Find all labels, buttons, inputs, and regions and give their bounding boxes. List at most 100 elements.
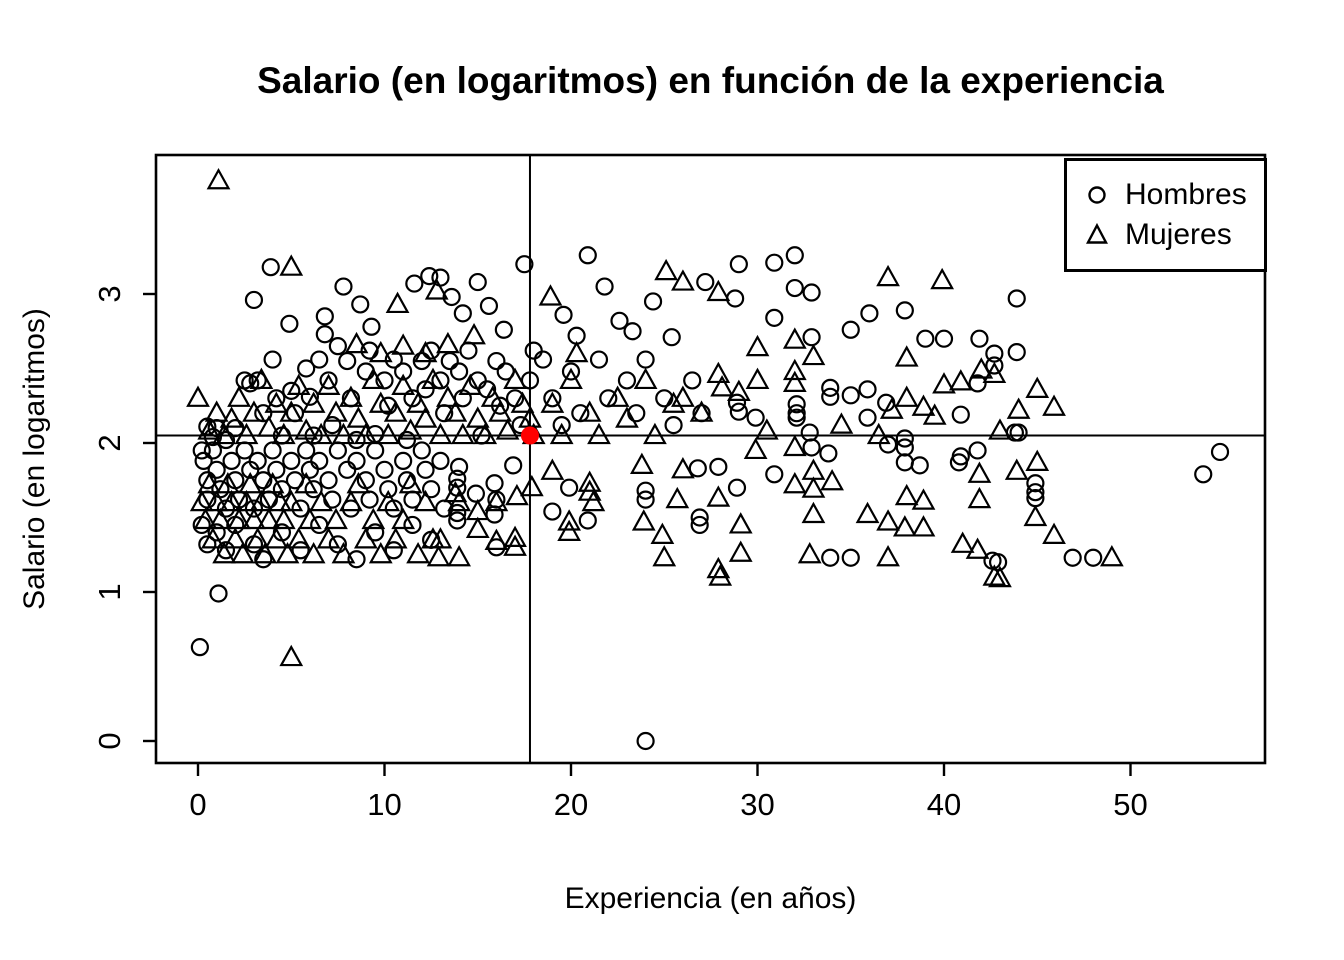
data-point-hombres [338, 460, 357, 479]
data-point-mujeres [631, 509, 656, 531]
data-point-hombres [366, 441, 385, 460]
data-point-hombres [323, 490, 342, 509]
data-point-mujeres [406, 391, 430, 413]
data-point-mujeres [298, 507, 322, 530]
data-point-hombres [985, 344, 1004, 363]
data-point-hombres [216, 541, 236, 560]
data-point-mujeres [346, 406, 371, 428]
data-point-mujeres [557, 519, 582, 542]
data-point-mujeres [1025, 449, 1050, 471]
data-point-hombres [895, 438, 914, 457]
data-point-mujeres [754, 418, 779, 440]
data-point-hombres [841, 320, 860, 339]
data-point-mujeres [465, 406, 490, 428]
data-point-hombres [448, 511, 467, 530]
data-point-mujeres [1099, 544, 1124, 567]
data-point-mujeres [383, 527, 408, 549]
data-point-mujeres [376, 422, 401, 445]
data-point-mujeres [436, 331, 460, 354]
data-point-hombres [578, 511, 597, 530]
data-point-mujeres [264, 527, 289, 549]
data-point-hombres [431, 451, 450, 470]
data-point-hombres [554, 305, 573, 324]
legend-item-hombres: Hombres [1083, 178, 1264, 212]
data-point-mujeres [495, 418, 520, 440]
data-point-mujeres [339, 385, 363, 407]
data-point-hombres [261, 258, 280, 277]
data-point-hombres [895, 453, 914, 472]
data-point-hombres [209, 584, 228, 603]
data-point-hombres [310, 350, 329, 369]
data-point-hombres [347, 451, 366, 470]
legend-item-mujeres: Mujeres [1083, 218, 1264, 252]
data-point-hombres [985, 356, 1004, 375]
data-point-hombres [328, 441, 347, 460]
data-point-hombres [315, 325, 334, 344]
data-point-hombres [207, 460, 226, 479]
data-point-hombres [709, 457, 728, 476]
data-point-mujeres [462, 322, 486, 345]
data-point-mujeres [301, 391, 326, 413]
data-point-mujeres [950, 531, 975, 553]
data-point-hombres [765, 308, 784, 327]
data-point-hombres [636, 350, 655, 369]
data-point-mujeres [967, 486, 992, 509]
data-point-mujeres [413, 489, 438, 512]
data-point-mujeres [238, 471, 263, 494]
x-tick-label: 20 [554, 787, 588, 822]
data-point-mujeres [894, 385, 919, 407]
x-tick-label: 50 [1113, 787, 1147, 822]
data-point-mujeres [279, 489, 304, 512]
data-point-hombres [379, 480, 398, 499]
data-point-hombres [543, 389, 562, 408]
data-point-mujeres [510, 391, 535, 413]
data-point-mujeres [615, 406, 639, 428]
data-point-hombres [727, 393, 747, 412]
data-point-hombres [841, 548, 860, 567]
data-point-hombres [263, 350, 282, 369]
data-point-mujeres [706, 485, 731, 507]
data-point-hombres [468, 272, 487, 292]
data-point-hombres [310, 451, 329, 470]
data-point-hombres [254, 471, 273, 490]
data-point-mujeres [204, 400, 229, 422]
data-point-mujeres [564, 340, 589, 363]
data-point-mujeres [782, 370, 807, 392]
data-point-mujeres [208, 507, 233, 530]
data-point-mujeres [339, 489, 363, 512]
data-point-mujeres [391, 373, 416, 395]
data-point-hombres [916, 329, 935, 348]
data-point-mujeres [197, 418, 222, 440]
data-point-mujeres [932, 372, 956, 394]
data-point-mujeres [988, 565, 1012, 588]
data-point-mujeres [361, 507, 386, 530]
data-point-hombres [662, 328, 681, 347]
x-tick-label: 10 [367, 787, 401, 822]
data-point-mujeres [391, 507, 416, 530]
data-point-hombres [450, 362, 469, 381]
data-point-hombres [422, 480, 441, 499]
data-point-hombres [1194, 465, 1213, 484]
data-point-hombres [636, 731, 655, 751]
data-point-mujeres [982, 361, 1007, 384]
data-point-mujeres [484, 528, 509, 550]
data-point-hombres [282, 381, 301, 400]
data-point-mujeres [197, 471, 222, 494]
data-point-hombres [858, 408, 877, 427]
data-point-hombres [560, 478, 579, 497]
data-point-mujeres [706, 556, 731, 579]
data-point-mujeres [969, 357, 994, 379]
data-point-hombres [802, 438, 821, 457]
data-point-hombres [729, 255, 748, 274]
data-point-hombres [1009, 423, 1028, 442]
data-point-mujeres [257, 507, 281, 530]
data-point-mujeres [331, 422, 356, 445]
data-point-mujeres [245, 527, 270, 549]
data-point-mujeres [271, 422, 296, 445]
y-tick-label: 0 [92, 732, 127, 749]
data-point-hombres [785, 246, 804, 265]
data-point-hombres [524, 341, 543, 360]
data-point-hombres [1026, 483, 1045, 502]
data-point-mujeres [1042, 394, 1066, 416]
y-axis-label: Salario (en logaritmos) [18, 308, 51, 610]
